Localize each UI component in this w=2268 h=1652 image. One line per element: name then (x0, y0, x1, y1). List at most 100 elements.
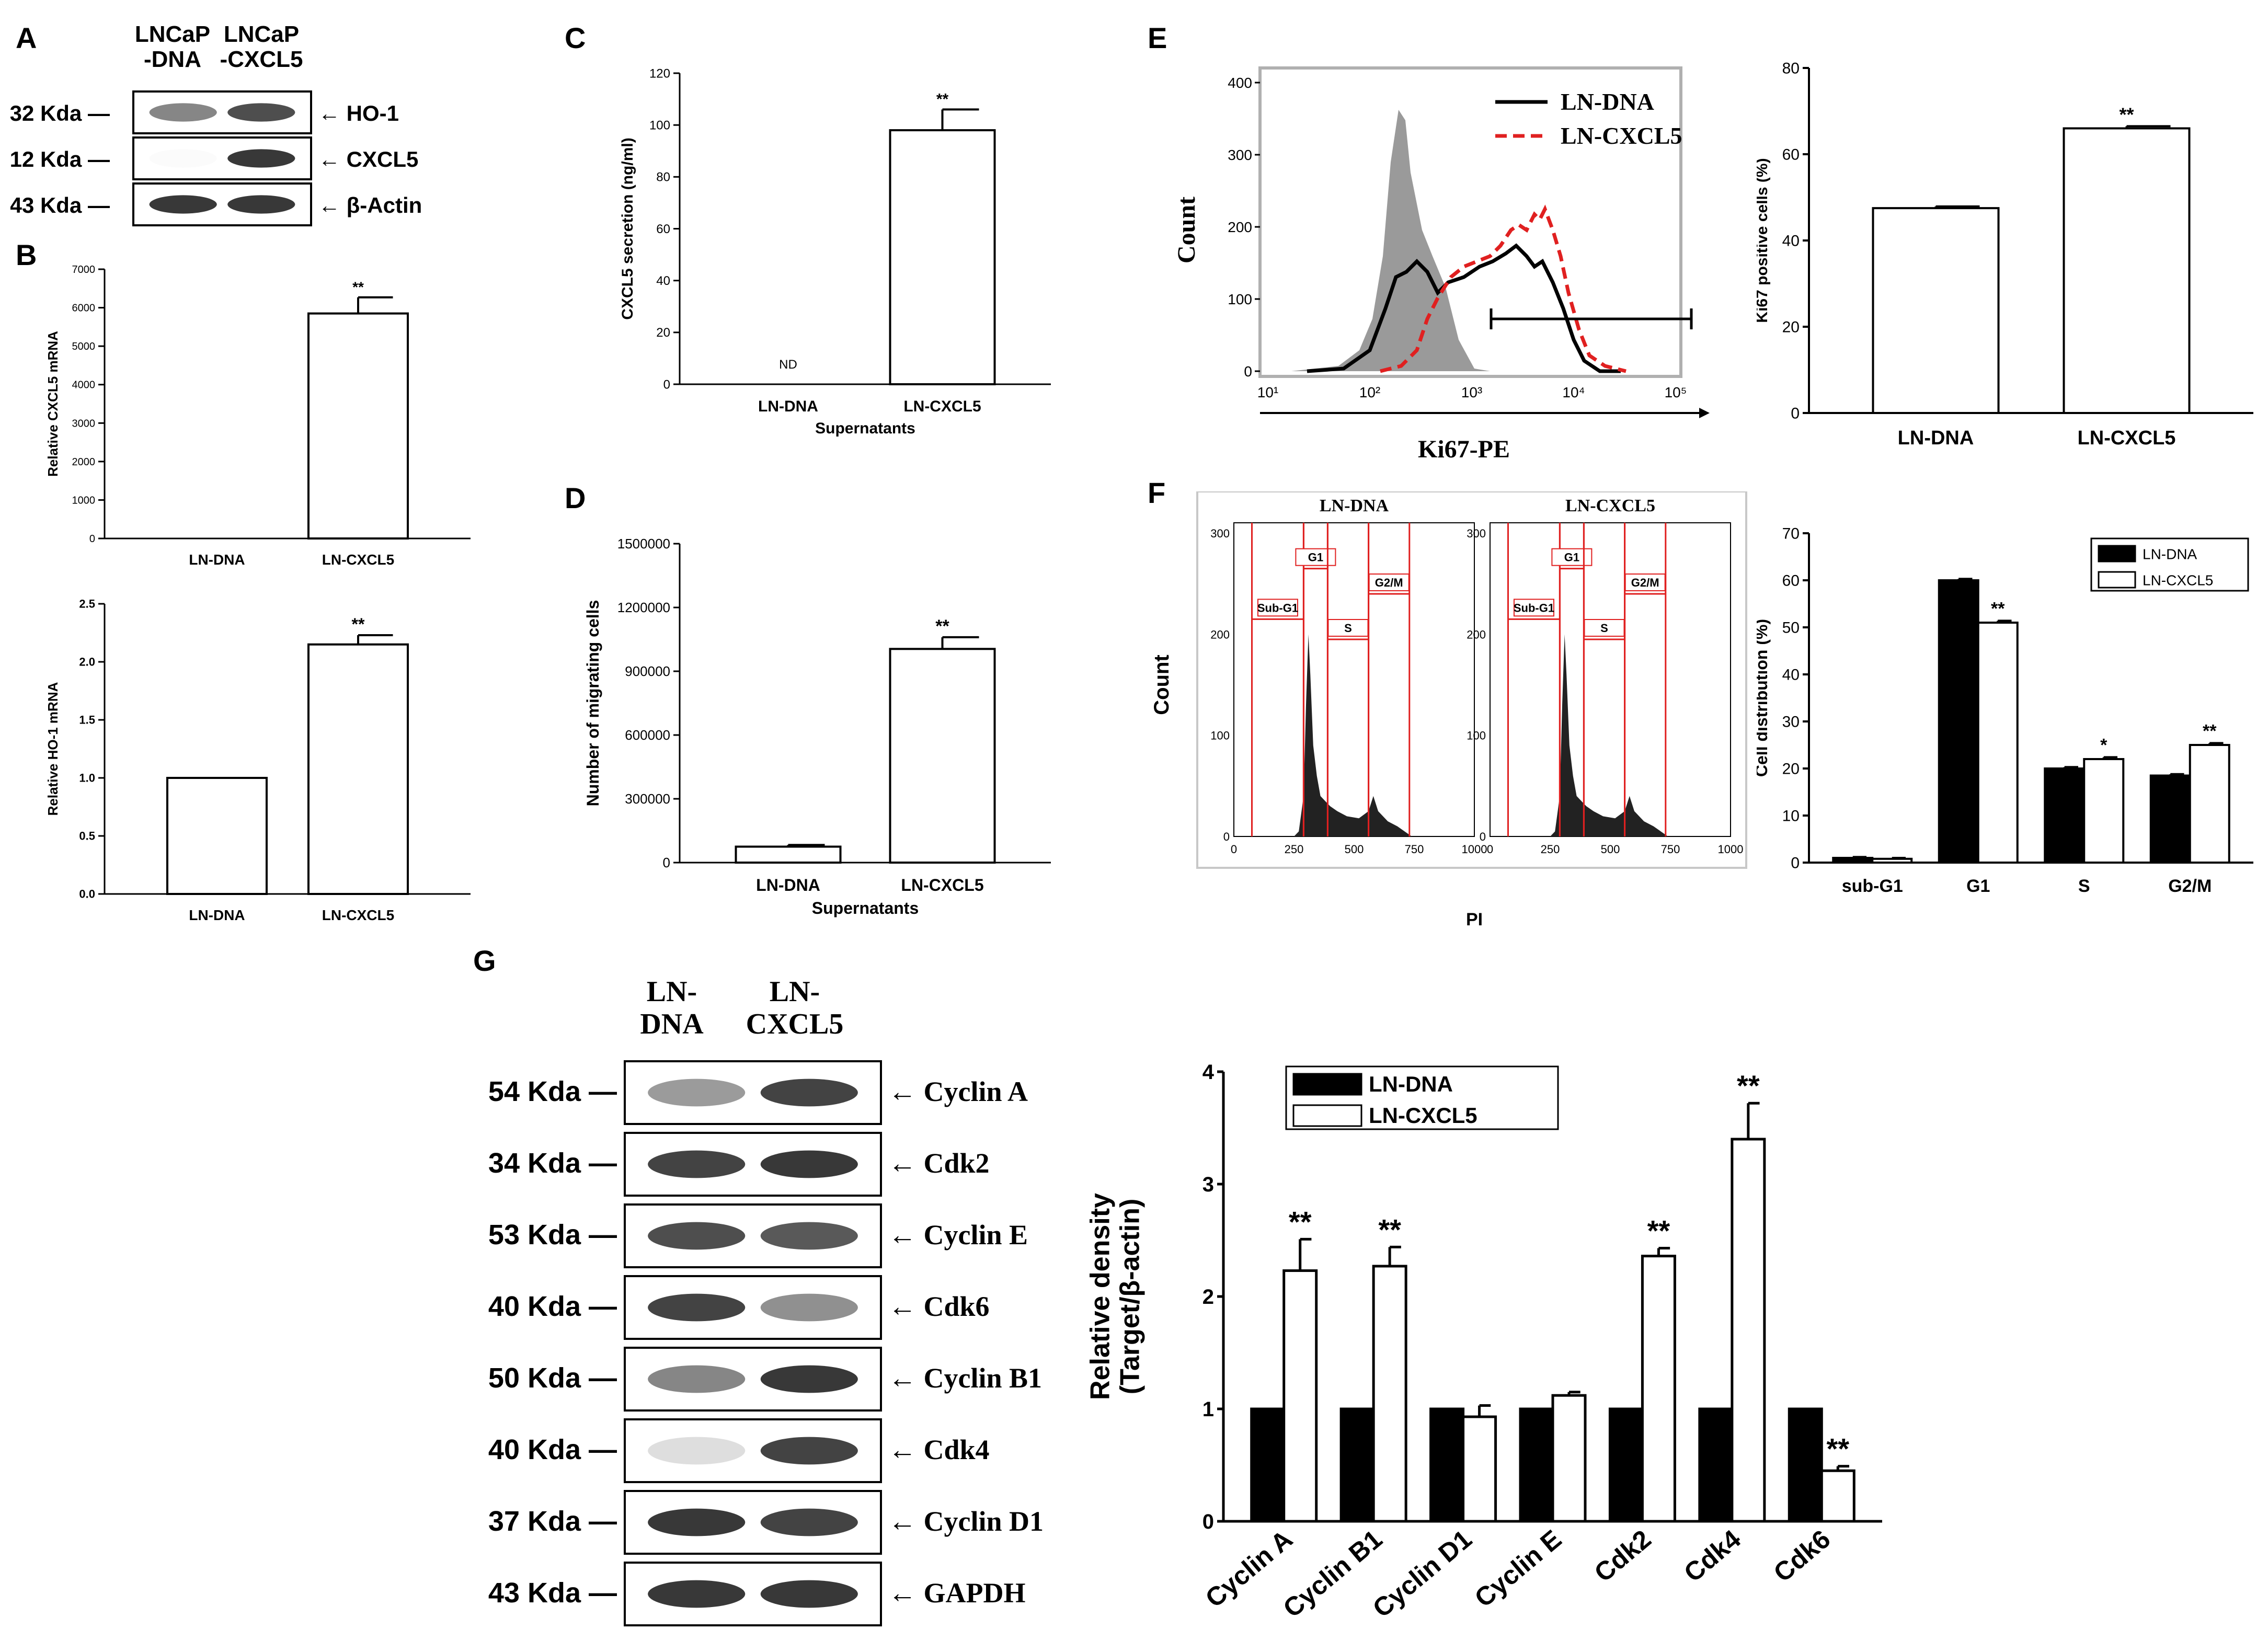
bar-g2-m-ln-cxcl5 (2189, 744, 2230, 864)
blot-a-band (149, 195, 217, 214)
bar-chart-d: 0 300000 600000 900000 1200000 1500000 Number … (583, 536, 1051, 917)
x-axis-label: Supernatants (815, 420, 915, 437)
x-tick-label: LN-CXCL5 (322, 907, 394, 923)
flow-e-ytick: 400 (1228, 75, 1252, 91)
bar-chart-e2: 0 20 40 60 80 Ki67 positive cells (%) LN-DNA **… (1757, 60, 2253, 449)
blot-g-band (760, 1222, 858, 1250)
bar-cdk4-ln-dna (1698, 1407, 1734, 1523)
gate-label-sub-g1: Sub-G1 (1257, 601, 1298, 614)
y-tick-label: 50 (1782, 620, 1800, 637)
bar-chart-b2: 0.0 0.5 1.0 1.5 2.0 2.5 Relative HO-1 mRNA LN-D… (45, 598, 471, 923)
y-tick-label: 60 (1782, 146, 1800, 164)
blot-a-band (150, 149, 217, 167)
blot-g-protein-label: ← Cdk6 (888, 1291, 990, 1322)
flow-f-subplot-title: LN-CXCL5 (1565, 496, 1655, 515)
panel-letter-c: C (565, 21, 586, 54)
legend-ln-dna: LN-DNA (1561, 88, 1654, 115)
bar-cyclin-e-ln-dna (1519, 1407, 1554, 1523)
significance-marker: ** (1378, 1213, 1401, 1246)
y-tick-label: 20 (656, 326, 670, 340)
bar-g2-m-ln-dna (2149, 774, 2191, 864)
y-tick-label: 900000 (625, 663, 670, 679)
flow-e-xtick: 10⁵ (1665, 384, 1687, 400)
y-tick-label: 0 (1791, 405, 1800, 422)
significance-marker: ** (1737, 1069, 1760, 1102)
y-tick-label: 1 (1202, 1398, 1214, 1421)
bar-cyclin-a-ln-dna (1250, 1407, 1286, 1523)
flow-f-ylabel: Count (1150, 655, 1173, 715)
lane-header-ln-cxcl5: LN-CXCL5 (746, 976, 844, 1040)
flow-f-xtick: 250 (1285, 843, 1304, 856)
flow-f-xlabel: PI (1466, 910, 1483, 930)
y-tick-label: 1.0 (79, 772, 95, 785)
bar-ln-cxcl5 (889, 129, 996, 385)
bar-ln-cxcl5 (307, 643, 409, 895)
x-tick-label: LN-CXCL5 (322, 552, 394, 568)
bar-s-ln-dna (2044, 767, 2086, 864)
chart-legend: LN-DNA LN-CXCL5 (1285, 1065, 1559, 1130)
flow-e-ytick: 100 (1228, 291, 1252, 307)
x-tick-label: Cyclin D1 (1367, 1524, 1477, 1623)
blot-g-band (760, 1508, 858, 1536)
y-tick-label: 1000 (72, 495, 96, 506)
flow-e-legend: LN-DNA LN-CXCL5 (1495, 88, 1682, 149)
blot-g-band (648, 1150, 746, 1178)
significance-marker: * (2100, 735, 2107, 755)
flow-e-xtick: 10¹ (1257, 384, 1278, 400)
significance-marker: ** (1991, 599, 2005, 618)
bar-ln-cxcl5 (307, 312, 409, 540)
y-tick-label: 2.0 (79, 656, 95, 669)
flow-f-xtick: 0 (1487, 843, 1493, 856)
x-tick-label: Cdk6 (1768, 1524, 1836, 1588)
blot-g-band (648, 1508, 746, 1536)
blot-g-mw-label: 43 Kda — (488, 1577, 617, 1609)
y-tick-label: 1200000 (617, 600, 670, 615)
blot-a-band (227, 149, 295, 168)
y-tick-label: 100 (649, 119, 670, 133)
panel-letter-g: G (473, 944, 496, 977)
blot-a-band (149, 103, 217, 122)
y-tick-label: 20 (1782, 761, 1800, 778)
y-tick-label: 80 (656, 170, 670, 185)
y-tick-label: 30 (1782, 714, 1800, 731)
flow-f-xtick: 500 (1601, 843, 1620, 856)
y-tick-label: 2.5 (79, 598, 95, 611)
y-tick-label: 7000 (72, 264, 96, 276)
bar-cyclin-d1-ln-cxcl5 (1462, 1415, 1497, 1523)
y-tick-label: 3 (1202, 1173, 1214, 1196)
flow-f-xtick: 750 (1405, 843, 1424, 856)
flow-e-xlabel: Ki67-PE (1418, 435, 1510, 463)
gate-label-g1: G1 (1564, 551, 1579, 564)
lane-header-lncap-dna: LNCaP -DNA (135, 21, 210, 72)
y-tick-label: 40 (656, 274, 670, 288)
blot-g-mw-label: 37 Kda — (488, 1506, 617, 1537)
y-tick-label: 0 (663, 855, 670, 870)
y-axis-label: Number of migrating cells (583, 600, 602, 807)
blot-a-band (227, 103, 295, 122)
bar-sub-g1-ln-dna (1832, 857, 1874, 864)
flow-f-ytick: 100 (1210, 729, 1230, 742)
blot-g-band (760, 1079, 858, 1107)
blot-g-band (648, 1293, 746, 1322)
blot-a-protein-label: ← HO-1 (318, 101, 399, 125)
y-tick-label: 4000 (72, 380, 96, 391)
panel-letter-a: A (16, 21, 37, 54)
flow-e-xaxis: 10¹ 10² 10³ 10⁴ 10⁵ (1257, 384, 1687, 400)
gate-label-s: S (1344, 622, 1352, 635)
y-tick-label: 80 (1782, 60, 1800, 77)
blot-g-protein-label: ← Cyclin D1 (888, 1506, 1044, 1537)
y-axis-label: Ki67 positive cells (%) (1757, 158, 1771, 323)
significance-marker: ** (1647, 1214, 1670, 1247)
flow-f-subplot-ln-cxcl5: LN-CXCL5 0 100 200 300 0 250 500 750 1000 Sub-G1 G1… (1467, 496, 1743, 856)
y-tick-label: 60 (1782, 572, 1800, 590)
bar-chart-g2: 0 1 2 3 4 Relative density(Target/β-actin) ** C… (1087, 1061, 1882, 1623)
histogram-frame (1258, 66, 1682, 378)
legend-ln-cxcl5: LN-CXCL5 (1561, 122, 1682, 149)
blot-g-mw-label: 50 Kda — (488, 1362, 617, 1394)
western-blot-a: LNCaP -DNA LNCaP -CXCL5 32 Kda — ← HO-1 12 K… (10, 21, 422, 226)
y-tick-label: 10 (1782, 808, 1800, 825)
y-tick-label: 40 (1782, 667, 1800, 684)
bar-cyclin-e-ln-cxcl5 (1551, 1394, 1587, 1523)
y-tick-label: 5000 (72, 341, 96, 352)
